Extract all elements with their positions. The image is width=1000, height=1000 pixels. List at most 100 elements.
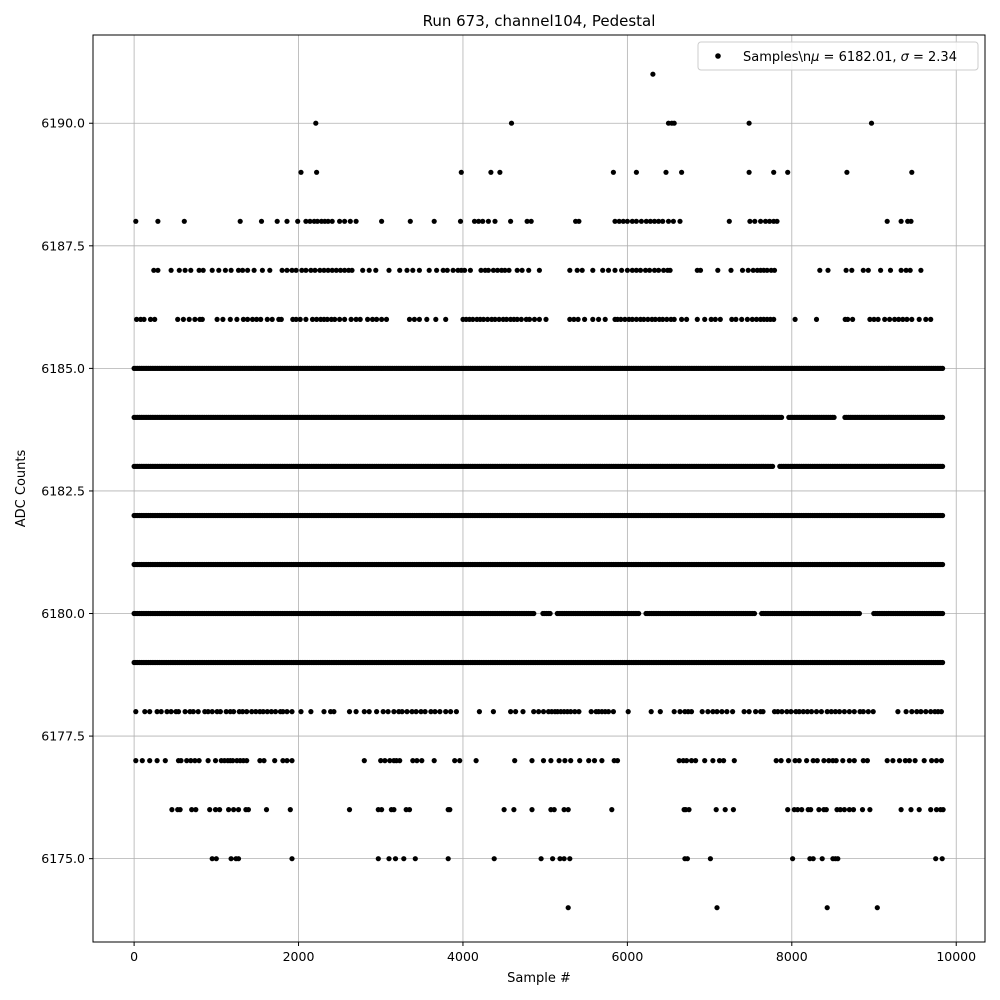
data-point xyxy=(650,71,656,77)
data-point xyxy=(914,709,920,715)
data-point xyxy=(610,709,617,715)
data-point xyxy=(660,316,666,322)
data-point xyxy=(764,267,770,273)
data-point xyxy=(586,758,592,764)
data-point xyxy=(652,316,658,322)
data-point xyxy=(412,856,418,862)
data-point xyxy=(346,807,353,813)
data-point xyxy=(865,709,871,715)
data-point xyxy=(746,120,752,126)
data-point xyxy=(850,807,857,813)
data-point xyxy=(188,758,194,764)
data-point xyxy=(520,709,526,715)
data-point xyxy=(774,218,780,224)
data-point xyxy=(762,218,769,224)
data-point xyxy=(175,709,182,715)
data-point xyxy=(642,267,649,273)
data-point xyxy=(576,218,582,224)
data-point xyxy=(240,267,246,273)
data-point xyxy=(906,758,913,764)
data-point xyxy=(263,807,270,813)
data-point xyxy=(175,316,181,322)
data-point xyxy=(831,414,837,420)
legend-box xyxy=(697,41,979,71)
data-point xyxy=(870,709,876,715)
data-point xyxy=(526,316,533,322)
data-point xyxy=(940,807,946,813)
data-point xyxy=(245,807,251,813)
legend-prefix: Samples\n xyxy=(743,50,811,65)
data-point xyxy=(426,267,432,273)
data-point xyxy=(497,169,503,175)
data-point xyxy=(485,218,491,224)
data-point xyxy=(222,267,228,273)
data-point xyxy=(656,267,662,273)
data-point xyxy=(684,316,690,322)
data-point xyxy=(940,561,946,568)
data-point xyxy=(712,316,718,322)
data-point xyxy=(851,758,857,764)
data-point xyxy=(610,169,617,175)
data-point xyxy=(702,758,708,764)
data-point xyxy=(257,758,263,764)
data-point xyxy=(647,218,654,224)
data-point xyxy=(909,316,915,322)
data-point xyxy=(887,316,893,322)
data-point xyxy=(168,709,174,715)
data-point xyxy=(864,758,871,764)
data-point xyxy=(391,807,397,813)
data-point xyxy=(836,709,843,715)
data-point xyxy=(200,267,206,273)
data-point xyxy=(309,316,316,322)
data-point xyxy=(785,169,791,175)
data-point xyxy=(274,218,280,224)
data-point xyxy=(329,218,335,224)
data-point xyxy=(813,709,820,715)
data-point xyxy=(346,709,353,715)
data-point xyxy=(205,709,211,715)
data-point xyxy=(267,267,273,273)
data-point xyxy=(261,758,267,764)
data-point xyxy=(656,218,662,224)
data-point xyxy=(162,758,168,764)
data-point xyxy=(491,856,497,862)
x-tick-label: 0 xyxy=(130,949,138,964)
data-point xyxy=(220,316,226,322)
data-point xyxy=(550,856,556,862)
data-point xyxy=(314,218,320,224)
data-point xyxy=(141,316,147,322)
data-point xyxy=(567,316,573,322)
data-point xyxy=(433,316,439,322)
data-point xyxy=(303,267,309,273)
data-point xyxy=(760,709,766,715)
data-point xyxy=(374,709,380,715)
data-point xyxy=(293,267,299,273)
data-point xyxy=(758,218,764,224)
data-point xyxy=(348,316,354,322)
data-point xyxy=(773,758,779,764)
data-point xyxy=(771,316,777,322)
data-point xyxy=(154,709,160,715)
data-point xyxy=(730,709,736,715)
data-point xyxy=(512,758,518,764)
data-point xyxy=(529,807,535,813)
data-point xyxy=(565,905,571,911)
data-point xyxy=(526,267,532,273)
data-point xyxy=(902,758,908,764)
data-point xyxy=(462,267,468,273)
data-point xyxy=(524,218,530,224)
data-point xyxy=(846,807,853,813)
data-point xyxy=(133,709,139,715)
data-point xyxy=(918,267,924,273)
data-point xyxy=(865,267,871,273)
data-point xyxy=(387,758,393,764)
data-point xyxy=(375,856,381,862)
data-point xyxy=(299,267,305,273)
data-point xyxy=(228,856,234,862)
data-point xyxy=(216,267,222,273)
data-point xyxy=(207,807,213,813)
data-point xyxy=(404,709,410,715)
data-point xyxy=(235,267,242,273)
data-point xyxy=(896,316,902,322)
